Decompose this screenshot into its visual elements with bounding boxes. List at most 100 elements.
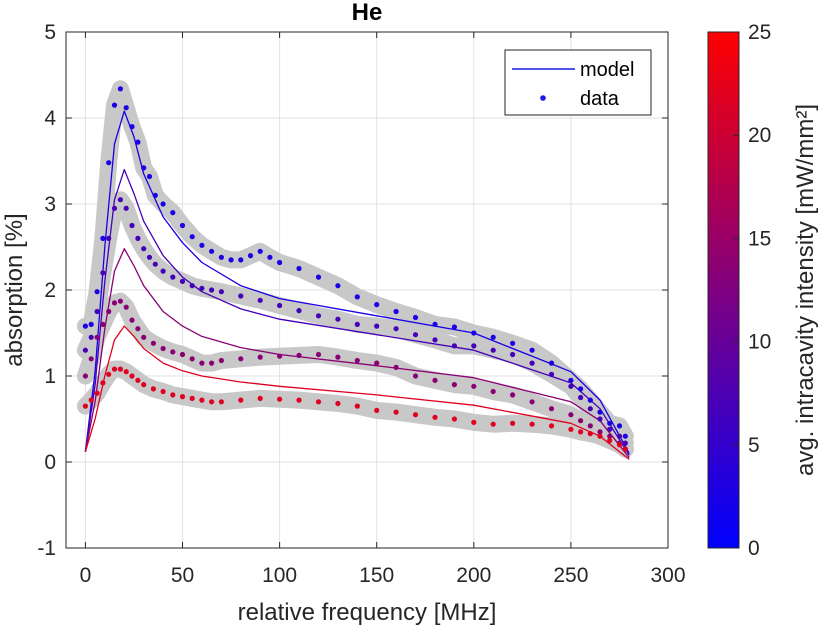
data-point xyxy=(129,124,135,130)
data-point xyxy=(141,165,147,171)
data-point xyxy=(335,400,341,407)
data-point xyxy=(548,406,555,412)
data-point xyxy=(412,373,419,379)
data-point xyxy=(218,254,224,260)
data-point xyxy=(509,392,516,398)
x-tick-label: 200 xyxy=(456,564,491,587)
colorbar-label: avg. intracavity intensity [mW/mm²] xyxy=(792,104,819,476)
data-point xyxy=(209,399,215,405)
data-point xyxy=(393,364,399,370)
data-point xyxy=(179,278,186,284)
data-point xyxy=(82,347,88,353)
data-point xyxy=(509,351,516,358)
data-point xyxy=(471,330,477,336)
data-point xyxy=(597,409,603,415)
data-point xyxy=(412,314,419,321)
x-tick-label: 250 xyxy=(553,564,588,587)
model-lines xyxy=(84,110,630,460)
data-point xyxy=(607,426,613,432)
data-point xyxy=(117,366,123,372)
data-point xyxy=(490,334,496,340)
data-point xyxy=(100,235,106,241)
colorbar-tick-label: 5 xyxy=(748,434,760,457)
y-tick-label: 5 xyxy=(44,21,56,44)
data-point xyxy=(393,409,399,415)
data-point xyxy=(170,392,176,398)
data-point xyxy=(374,302,380,308)
colorbar-tick-label: 25 xyxy=(748,21,771,44)
data-point xyxy=(218,289,224,295)
x-tick-label: 50 xyxy=(171,564,194,587)
data-point xyxy=(82,403,88,409)
data-point xyxy=(189,234,195,240)
data-point xyxy=(529,399,535,405)
data-point xyxy=(354,403,360,409)
data-point xyxy=(296,397,302,403)
colorbar-tick-label: 20 xyxy=(748,124,771,147)
data-point xyxy=(170,210,176,216)
data-point xyxy=(587,423,593,429)
model-line xyxy=(84,325,630,460)
x-axis-ticks: 0 50 100 150 200 250 300 xyxy=(80,32,686,587)
colorbar-tick-label: 0 xyxy=(748,537,760,560)
data-point xyxy=(129,373,135,379)
data-point xyxy=(432,337,438,343)
data-point xyxy=(106,160,112,166)
data-point xyxy=(179,394,186,400)
colorbar-ticks: 0 5 10 15 20 25 xyxy=(733,21,771,560)
data-point xyxy=(106,235,112,241)
data-point xyxy=(82,323,88,329)
data-point xyxy=(568,426,574,432)
legend: model data xyxy=(504,49,652,116)
data-point xyxy=(597,416,603,422)
data-point xyxy=(146,254,153,260)
x-axis-label: relative frequency [MHz] xyxy=(238,599,497,626)
data-point xyxy=(548,371,555,377)
model-line xyxy=(84,248,630,459)
data-point xyxy=(587,397,593,403)
data-point xyxy=(170,349,176,355)
y-axis-ticks: -1 0 1 2 3 4 5 xyxy=(37,21,668,560)
data-point xyxy=(412,332,419,338)
y-tick-label: 0 xyxy=(44,451,56,474)
data-point xyxy=(616,442,623,448)
data-point xyxy=(509,420,516,426)
data-point xyxy=(247,253,254,259)
data-point xyxy=(471,383,477,389)
colorbar-gradient xyxy=(707,31,740,549)
data-point xyxy=(490,388,496,395)
data-point xyxy=(117,197,123,203)
data-point xyxy=(179,351,186,358)
data-point xyxy=(123,205,129,211)
data-point xyxy=(189,283,195,289)
data-point xyxy=(100,380,106,386)
data-point xyxy=(94,334,100,340)
data-point xyxy=(509,340,516,346)
legend-data-swatch xyxy=(540,95,546,101)
data-point xyxy=(82,373,88,379)
data-point xyxy=(432,321,438,327)
data-point xyxy=(315,313,322,319)
data-point xyxy=(471,343,477,349)
data-point xyxy=(622,446,628,452)
data-point xyxy=(150,340,156,346)
data-point xyxy=(374,323,380,329)
data-point xyxy=(199,397,205,403)
data-point xyxy=(451,416,457,422)
data-point xyxy=(94,289,100,295)
data-point xyxy=(179,222,186,229)
data-point xyxy=(141,246,147,252)
data-point xyxy=(548,360,555,366)
data-point xyxy=(88,356,94,362)
data-point xyxy=(257,297,263,303)
data-point xyxy=(490,347,496,353)
data-point xyxy=(123,369,129,375)
data-point xyxy=(160,201,166,207)
data-point xyxy=(238,397,244,403)
data-point xyxy=(354,294,360,300)
data-point xyxy=(578,418,584,424)
data-point xyxy=(209,287,215,293)
data-point xyxy=(315,399,322,405)
data-point xyxy=(111,366,118,372)
